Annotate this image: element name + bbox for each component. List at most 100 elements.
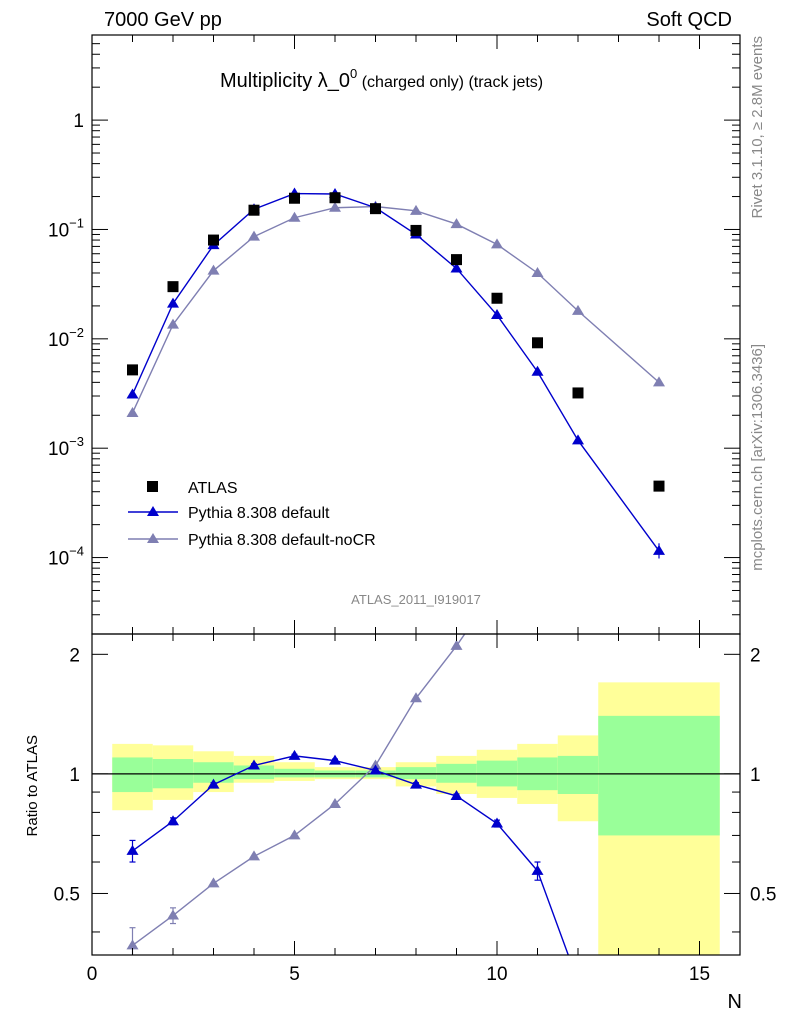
main-y-tick-labels: 1 10−1 10−2 10−3 10−4 [48, 111, 84, 569]
ratio-point-nocr [369, 759, 382, 770]
main-point-atlas [127, 364, 138, 376]
main-point-nocr [167, 318, 179, 329]
ratio-point-nocr [410, 692, 422, 703]
main-point-atlas [370, 203, 381, 215]
main-point-nocr [126, 406, 139, 417]
ratio-y-tick-label-right: 1 [750, 765, 761, 786]
x-tick-labels: 0 5 10 15 [87, 964, 710, 985]
main-point-atlas [329, 192, 341, 204]
main-point-default [167, 297, 179, 308]
ratio-band-inner [233, 765, 275, 780]
legend-label-nocr: Pythia 8.308 default-noCR [188, 532, 376, 549]
main-point-default [126, 388, 139, 399]
analysis-label: ATLAS_2011_I919017 [351, 592, 481, 607]
ratio-point-nocr [207, 877, 220, 888]
ratio-point-default [369, 764, 382, 775]
main-y-tick-label: 10−3 [48, 434, 84, 460]
header-left: 7000 GeV pp [104, 9, 222, 31]
main-y-tick-label: 10−2 [48, 325, 84, 351]
ratio-band-inner [274, 768, 315, 778]
ratio-y-axis-label: Ratio to ATLAS [24, 735, 41, 836]
legend-marker-nocr [147, 533, 159, 543]
ratio-point-nocr [167, 909, 179, 920]
main-y-tick-label: 10−1 [48, 215, 84, 241]
side-mcplots-label: mcplots.cern.ch [arXiv:1306.3436] [749, 344, 766, 571]
ratio-y-tick-label-right: 2 [750, 645, 761, 666]
side-rivet-label: Rivet 3.1.10, ≥ 2.8M events [749, 36, 766, 219]
main-point-atlas [532, 337, 543, 349]
legend: ATLAS Pythia 8.308 default Pythia 8.308 … [128, 480, 376, 549]
ratio-point-default [572, 976, 584, 986]
x-tick-label: 5 [289, 964, 300, 985]
ratio-point-default [410, 778, 422, 789]
ratio-y-tick-label-right: 0.5 [750, 884, 776, 905]
ratio-point-default [167, 815, 179, 826]
main-point-atlas [491, 292, 503, 304]
main-point-atlas [289, 192, 300, 204]
main-y-tick-label: 1 [73, 111, 84, 132]
ratio-point-default [531, 864, 544, 875]
ratio-point-default [491, 817, 503, 828]
main-point-atlas [208, 234, 219, 246]
ratio-point-default [207, 778, 220, 789]
main-point-nocr [207, 264, 220, 275]
main-point-nocr [450, 218, 463, 229]
ratio-uncertainty-bands [112, 682, 720, 955]
main-point-nocr [329, 201, 341, 212]
main-point-default [491, 309, 503, 320]
header-right: Soft QCD [646, 9, 732, 31]
ratio-point-default [288, 749, 301, 760]
ratio-y-tick-label-left: 2 [69, 645, 80, 666]
ratio-point-default [248, 759, 260, 770]
ratio-line-default [132, 755, 570, 955]
main-series [126, 187, 665, 559]
legend-marker-atlas [147, 481, 158, 492]
main-point-atlas [410, 224, 422, 236]
ratio-point-nocr [329, 797, 341, 808]
main-point-nocr [288, 211, 301, 222]
axis-ticks [91, 34, 740, 955]
legend-label-default: Pythia 8.308 default [188, 505, 330, 522]
ratio-band-inner [557, 755, 599, 794]
main-point-atlas [572, 387, 584, 399]
ratio-line-nocr [132, 634, 466, 946]
ratio-band-inner [395, 767, 437, 780]
plot-title: Multiplicity λ_00 (charged only) (track … [220, 66, 543, 92]
main-point-default [531, 365, 544, 376]
main-point-nocr [653, 376, 665, 387]
ratio-y-tick-label-left: 0.5 [54, 884, 80, 905]
ratio-point-nocr [491, 581, 503, 591]
main-point-atlas [451, 254, 462, 266]
main-point-nocr [491, 238, 503, 249]
main-point-nocr [531, 266, 544, 277]
main-y-tick-label: 10−4 [48, 544, 84, 570]
ratio-point-default [450, 789, 463, 800]
x-axis-label: N [728, 991, 742, 1013]
ratio-y-tick-label-left: 1 [69, 765, 80, 786]
main-point-default [450, 262, 463, 273]
main-point-nocr [248, 230, 260, 241]
ratio-band-inner [112, 757, 153, 793]
ratio-point-nocr [126, 939, 139, 950]
ratio-point-nocr [288, 829, 301, 840]
ratio-point-default [329, 754, 341, 765]
ratio-point-nocr [248, 850, 260, 861]
main-point-atlas [653, 480, 665, 492]
ratio-series [126, 581, 584, 986]
main-point-nocr [410, 204, 422, 215]
main-point-atlas [248, 204, 260, 216]
ratio-band-inner [598, 715, 720, 836]
main-point-default [572, 434, 584, 445]
ratio-y-tick-labels: 0.5 0.5 1 1 2 2 [54, 645, 777, 905]
x-tick-label: 15 [689, 964, 710, 985]
main-point-atlas [167, 281, 179, 293]
main-point-nocr [572, 304, 584, 315]
ratio-point-default [126, 844, 139, 855]
ratio-point-nocr [450, 639, 463, 650]
x-tick-label: 0 [87, 964, 98, 985]
ratio-band-inner [193, 762, 234, 783]
legend-marker-default [147, 506, 159, 516]
x-tick-label: 10 [486, 964, 507, 985]
legend-label-atlas: ATLAS [188, 480, 238, 497]
